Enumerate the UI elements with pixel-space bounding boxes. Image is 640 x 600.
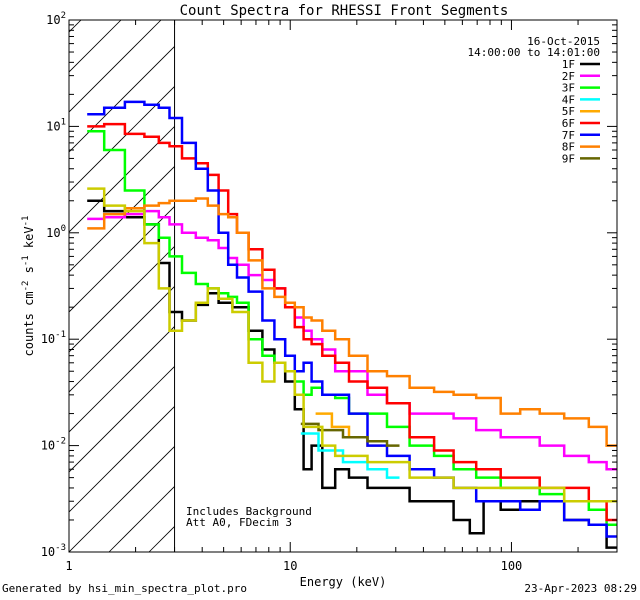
hatch-line xyxy=(69,20,162,113)
hatch-line xyxy=(69,85,175,193)
annotation-attenuator: Att A0, FDecim 3 xyxy=(186,516,292,529)
y-axis-label-exp3: -1 xyxy=(21,216,31,227)
legend-label-3F: 3F xyxy=(562,82,575,95)
x-axis-ticks: 1 10 100 xyxy=(65,20,618,573)
legend-date: 16-Oct-2015 xyxy=(527,35,600,48)
hatch-line xyxy=(69,45,175,153)
legend-label-5F: 5F xyxy=(562,105,575,118)
legend-time-range: 14:00:00 to 14:01:00 xyxy=(468,46,600,59)
footer-timestamp: 23-Apr-2023 08:29 xyxy=(524,582,637,595)
hatch-line xyxy=(69,205,175,313)
y-axis-label-s: s xyxy=(22,266,36,280)
hatch-line xyxy=(69,20,82,33)
series-line-8F xyxy=(87,197,617,447)
legend-label-6F: 6F xyxy=(562,117,575,130)
y-tick-label: 10-2 xyxy=(41,437,66,453)
legend-label-9F: 9F xyxy=(562,152,575,165)
svg-text:counts cm-2 s-1 keV-1: counts cm-2 s-1 keV-1 xyxy=(21,216,36,357)
hatch-line xyxy=(69,365,175,473)
y-axis-ticks: 10-3 10-2 10-1 100 101 102 xyxy=(41,11,617,559)
y-tick-label: 102 xyxy=(46,11,66,27)
series-line-1F-bg xyxy=(87,187,617,503)
hatch-line xyxy=(69,445,175,552)
y-tick-label: 100 xyxy=(46,224,66,240)
y-axis-label-exp2: -1 xyxy=(21,255,31,266)
hatch-line xyxy=(69,405,175,513)
legend-label-4F: 4F xyxy=(562,93,575,106)
chart-title: Count Spectra for RHESSI Front Segments xyxy=(180,3,509,19)
series-lines xyxy=(87,100,617,549)
y-axis-label-kev: keV xyxy=(22,226,36,255)
series-line-3F xyxy=(87,130,617,527)
legend-label-2F: 2F xyxy=(562,70,575,83)
legend-label-7F: 7F xyxy=(562,129,575,142)
excluded-region-hatch xyxy=(69,20,175,552)
series-line-4F xyxy=(300,432,400,479)
y-axis-label-exp1: -2 xyxy=(21,281,31,292)
annotation-background: Includes Background xyxy=(186,505,312,518)
x-tick-label: 1 xyxy=(65,559,72,573)
series-line-1F xyxy=(87,199,617,549)
x-tick-label: 100 xyxy=(501,559,523,573)
y-tick-label: 101 xyxy=(46,117,66,133)
y-tick-label: 10-1 xyxy=(41,330,66,346)
y-axis-label-main: counts cm xyxy=(22,291,36,356)
plot-frame xyxy=(68,19,618,553)
footer-generated-by: Generated by hsi_min_spectra_plot.pro xyxy=(2,582,248,595)
x-tick-label: 10 xyxy=(283,559,297,573)
series-line-6F xyxy=(87,122,617,522)
series-line-2F xyxy=(87,209,617,471)
y-axis-label: counts cm-2 s-1 keV-1 xyxy=(21,216,36,357)
legend-label-1F: 1F xyxy=(562,58,575,71)
series-line-7F xyxy=(87,100,617,538)
x-axis-label: Energy (keV) xyxy=(300,575,387,589)
hatch-line xyxy=(69,245,175,353)
y-tick-label: 10-3 xyxy=(41,543,66,559)
legend-label-8F: 8F xyxy=(562,141,575,154)
